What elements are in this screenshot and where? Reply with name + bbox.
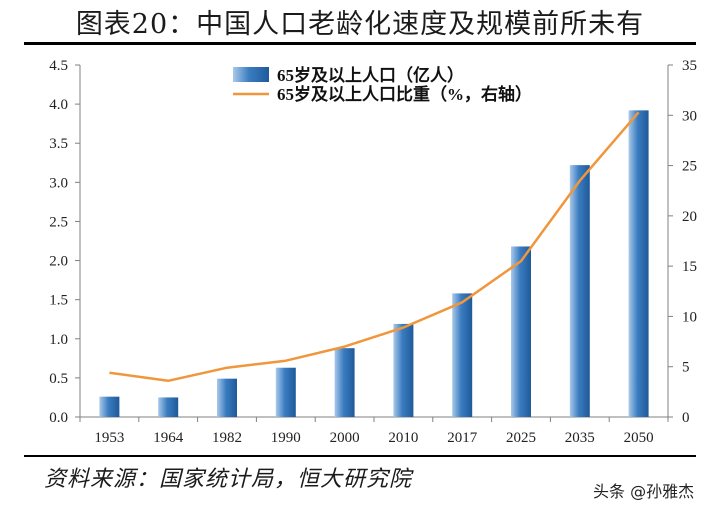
legend-bar-label: 65岁及以上人口（亿人） xyxy=(277,65,464,85)
left-tick-label: 1.0 xyxy=(49,332,68,348)
right-tick-label: 35 xyxy=(682,58,697,74)
chart-title: 图表20：中国人口老龄化速度及规模前所未有 xyxy=(75,9,645,40)
line-point xyxy=(638,112,639,113)
left-tick-label: 1.5 xyxy=(49,293,68,309)
footer-divider xyxy=(24,455,696,457)
chart-area: 0.00.51.01.52.02.53.03.54.04.5 051015202… xyxy=(49,58,697,446)
line-point xyxy=(285,360,286,361)
bar xyxy=(569,165,590,417)
bar xyxy=(99,396,120,417)
title-divider xyxy=(24,42,696,45)
bar xyxy=(628,110,649,417)
bar xyxy=(275,367,296,417)
left-tick-label: 4.5 xyxy=(49,58,68,74)
line-point xyxy=(168,380,169,381)
line-point xyxy=(109,372,110,373)
bar xyxy=(217,378,237,417)
left-axis: 0.0 0.5 1.0 1.5 2.0 2.5 3.0 3.5 4.0 4.5 xyxy=(49,58,81,426)
right-tick-label: 5 xyxy=(682,360,690,376)
x-axis: 1953 1964 1982 1990 2000 2010 2017 2025 2035 2050 xyxy=(79,416,669,446)
right-tick-label: 30 xyxy=(682,108,697,124)
line-point xyxy=(227,367,228,368)
legend: 65岁及以上人口（亿人）65岁及以上人口比重（%，右轴） xyxy=(233,65,532,104)
left-tick-label: 0.0 xyxy=(49,410,68,426)
legend-line-label: 65岁及以上人口比重（%，右轴） xyxy=(277,84,532,104)
right-tick-label: 20 xyxy=(682,209,697,225)
bar xyxy=(334,348,355,417)
x-tick-label: 2035 xyxy=(565,430,595,446)
left-tick-label: 0.5 xyxy=(49,371,68,387)
bar xyxy=(393,323,414,417)
x-tick-label: 2000 xyxy=(330,430,360,446)
left-tick-label: 4.0 xyxy=(49,97,68,113)
right-axis: 0 5 10 15 20 25 30 35 xyxy=(667,58,697,426)
x-tick-label: 1953 xyxy=(94,430,124,446)
x-tick-label: 1964 xyxy=(153,430,184,446)
bar xyxy=(158,397,179,417)
x-tick-label: 1982 xyxy=(212,430,242,446)
line-point xyxy=(579,180,580,181)
bar xyxy=(511,246,531,417)
left-tick-label: 2.5 xyxy=(49,214,68,230)
right-tick-label: 0 xyxy=(682,410,690,426)
x-tick-label: 2017 xyxy=(447,430,478,446)
line-point xyxy=(403,327,404,328)
right-tick-label: 10 xyxy=(682,309,697,325)
right-tick-label: 15 xyxy=(682,259,697,275)
left-tick-label: 2.0 xyxy=(49,254,68,270)
legend-bar-swatch xyxy=(233,67,269,82)
line-point xyxy=(344,346,345,347)
left-tick-label: 3.5 xyxy=(49,136,68,152)
line-point xyxy=(521,261,522,262)
watermark: 头条 @孙雅杰 xyxy=(593,482,695,501)
source-note: 资料来源：国家统计局，恒大研究院 xyxy=(44,467,413,492)
x-tick-label: 2025 xyxy=(506,430,536,446)
right-tick-label: 25 xyxy=(682,159,697,175)
x-tick-label: 2010 xyxy=(388,430,418,446)
bar-series xyxy=(99,110,649,417)
x-tick-label: 2050 xyxy=(624,430,654,446)
bar xyxy=(452,293,473,417)
x-tick-label: 1990 xyxy=(271,430,301,446)
left-tick-label: 3.0 xyxy=(49,175,68,191)
line-series xyxy=(109,111,640,383)
line-point xyxy=(462,302,463,303)
line-path xyxy=(109,111,640,383)
